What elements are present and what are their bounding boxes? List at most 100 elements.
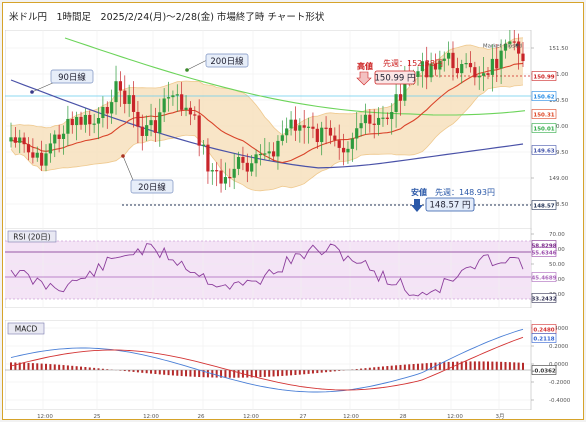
candle-body — [48, 143, 52, 154]
macd-hist-bar — [224, 370, 227, 378]
candle-body — [280, 135, 284, 141]
candle-body — [381, 117, 385, 119]
macd-hist-bar — [303, 370, 306, 375]
macd-hist-bar — [171, 370, 174, 376]
macd-hist-bar — [49, 364, 52, 370]
macd-hist-bar — [84, 367, 87, 370]
candle-body — [508, 41, 512, 44]
svg-text:Market Closed: Market Closed — [483, 44, 522, 50]
macd-hist-bar — [128, 370, 131, 372]
candle-body — [96, 118, 101, 124]
candle-body — [337, 140, 341, 148]
candle-body — [464, 63, 468, 65]
macd-panel[interactable]: MACD — [5, 320, 531, 410]
axis-tick-label: 149.50 — [549, 150, 569, 156]
candle-body — [416, 71, 420, 78]
axis-value-badge: 150.62 — [533, 94, 554, 100]
macd-hist-bar — [36, 363, 39, 370]
macd-hist-bar — [307, 370, 310, 374]
rsi-panel[interactable]: RSI (20日) — [5, 228, 531, 308]
candle-body — [482, 73, 486, 76]
macd-hist-bar — [395, 365, 398, 370]
candle-body — [223, 177, 228, 184]
macd-hist-bar — [508, 362, 511, 370]
candle-body — [451, 52, 455, 69]
macd-hist-bar — [329, 370, 332, 372]
macd-hist-bar — [263, 370, 266, 377]
macd-hist-bar — [355, 369, 358, 370]
axis-tick-label: 151.00 — [549, 72, 569, 78]
candle-body — [433, 63, 438, 70]
bollinger-upper — [10, 37, 524, 136]
macd-hist-bar — [338, 370, 341, 371]
candle-body — [193, 114, 197, 116]
macd-hist-bar — [246, 370, 249, 378]
candle-body — [61, 133, 66, 139]
candle-body — [429, 63, 433, 78]
macd-hist-bar — [75, 366, 78, 370]
macd-hist-bar — [27, 362, 30, 370]
candlestick-series — [9, 30, 525, 193]
macd-hist-bar — [443, 362, 446, 370]
macd-hist-bar — [333, 370, 336, 372]
candle-body — [219, 170, 223, 184]
axis-tick-label: 0.2000 — [549, 344, 569, 350]
svg-text:148.57 円: 148.57 円 — [430, 201, 471, 211]
candle-body — [394, 94, 398, 112]
svg-text:90日線: 90日線 — [58, 72, 86, 83]
candle-body — [70, 118, 74, 126]
axis-tick-label: -0.4000 — [549, 398, 571, 404]
candle-body — [188, 107, 193, 115]
candle-body — [372, 123, 376, 125]
macd-hist-bar — [93, 367, 96, 370]
macd-hist-bar — [290, 370, 293, 376]
candle-body — [9, 137, 13, 142]
time-tick-label: 27 — [300, 414, 307, 420]
ma200-label: 200日線 — [185, 53, 249, 72]
candle-body — [206, 144, 210, 172]
price-panel[interactable]: 200日線 90日線 20日線 高値 先週：152.38円 150.99 円 安… — [5, 30, 531, 230]
candle-body — [166, 97, 171, 99]
macd-hist-bar — [473, 361, 476, 370]
candle-body — [315, 128, 319, 143]
macd-hist-bar — [294, 370, 297, 375]
macd-hist-bar — [80, 366, 83, 370]
macd-hist-bar — [23, 362, 26, 370]
candle-body — [215, 170, 219, 172]
macd-hist-bar — [185, 370, 188, 377]
candle-body — [201, 144, 206, 146]
time-tick-label: 25 — [94, 414, 101, 420]
candle-body — [267, 151, 271, 154]
axis-tick-label: 70.00 — [549, 232, 565, 238]
axis-value-badge: 55.6346 — [531, 250, 556, 256]
candle-body — [232, 168, 236, 178]
ma90-label: 90日線 — [30, 69, 94, 94]
macd-hist-bar — [486, 361, 489, 370]
candle-body — [468, 63, 473, 68]
macd-hist-bar — [176, 370, 179, 376]
macd-hist-bar — [158, 370, 161, 375]
macd-hist-bar — [465, 361, 468, 370]
candle-body — [26, 144, 31, 153]
macd-hist-bar — [62, 365, 65, 370]
macd-hist-bar — [202, 370, 205, 378]
macd-hist-bar — [373, 367, 376, 370]
macd-hist-bar — [360, 368, 363, 370]
candle-body — [398, 94, 403, 101]
candle-body — [35, 152, 39, 158]
macd-hist-bar — [325, 370, 328, 373]
rsi-range-band — [5, 241, 531, 299]
rsi-line — [10, 243, 524, 297]
candle-body — [385, 117, 389, 119]
candle-body — [105, 106, 109, 114]
macd-histogram — [5, 361, 531, 378]
macd-hist-bar — [250, 370, 253, 378]
macd-hist-bar — [276, 370, 279, 377]
macd-line — [10, 328, 524, 393]
time-tick-label: 12:00 — [243, 414, 259, 420]
macd-hist-bar — [316, 370, 319, 374]
macd-hist-bar — [517, 362, 520, 370]
axis-tick-label: -0.2000 — [549, 380, 571, 386]
macd-hist-bar — [58, 364, 61, 370]
macd-hist-bar — [438, 362, 441, 370]
